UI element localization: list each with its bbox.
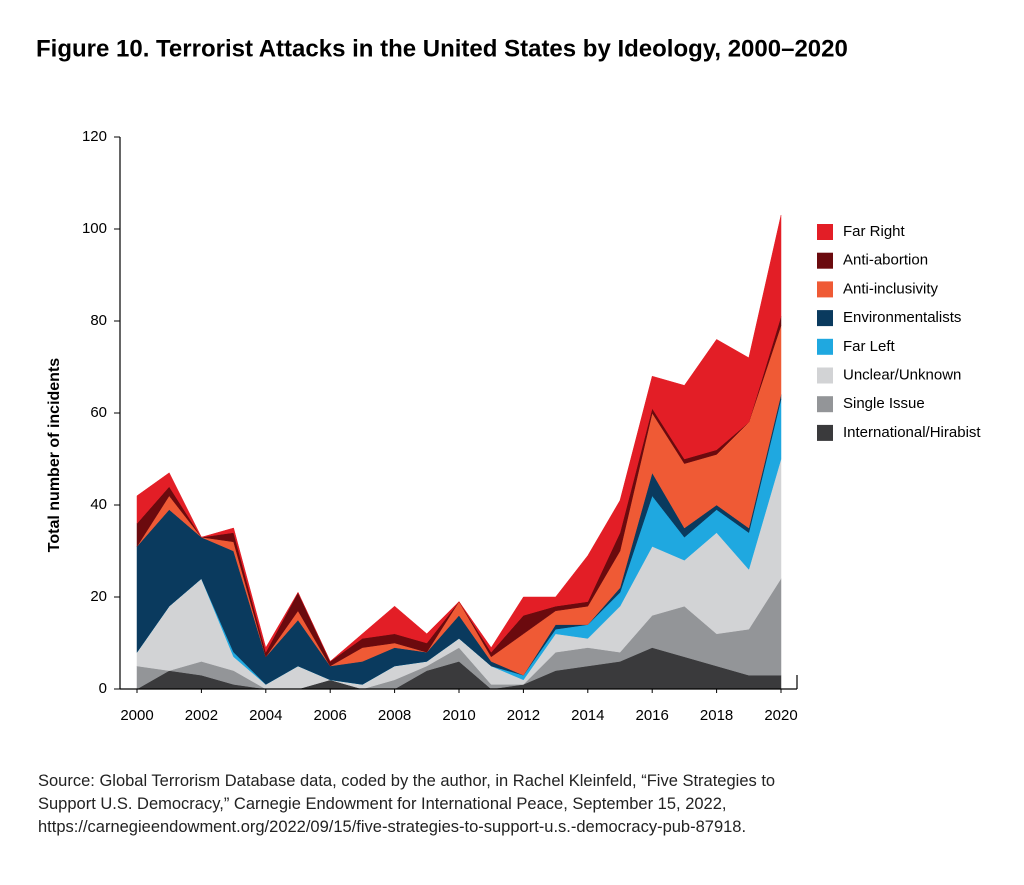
legend-label: International/Hirabist [843, 424, 981, 441]
x-tick-label: 2018 [700, 707, 733, 724]
y-tick-label: 120 [82, 128, 107, 145]
legend-label: Far Right [843, 223, 906, 240]
y-axis-label: Total number of incidents [46, 358, 63, 552]
legend-label: Far Left [843, 338, 896, 355]
y-tick-label: 40 [90, 496, 107, 513]
x-tick-label: 2004 [249, 707, 282, 724]
y-tick-label: 20 [90, 588, 107, 605]
legend-swatch [817, 367, 833, 384]
legend: International/Hirabist Single Issue Unclea… [817, 223, 981, 441]
y-tick-label: 80 [90, 312, 107, 329]
axes: 0 20 40 60 80 100 120 2000 2002 2004 2006 2008 2010 2… [82, 128, 798, 724]
legend-swatch [817, 310, 833, 327]
x-tick-label: 2014 [571, 707, 604, 724]
legend-swatch [817, 252, 833, 269]
x-tick-label: 2016 [636, 707, 669, 724]
area [136, 215, 782, 662]
x-tick-label: 2000 [120, 707, 153, 724]
x-tick-label: 2008 [378, 707, 411, 724]
legend-label: Anti-abortion [843, 252, 928, 269]
legend-label: Environmentalists [843, 309, 961, 326]
x-tick-label: 2006 [314, 707, 347, 724]
areas [136, 215, 782, 690]
source-note: Source: Global Terrorism Database data, … [38, 772, 776, 836]
x-tick-label: 2002 [185, 707, 218, 724]
chart-title: Figure 10. Terrorist Attacks in the Unit… [36, 35, 848, 62]
legend-swatch [817, 396, 833, 413]
x-tick-label: 2020 [764, 707, 797, 724]
x-tick-label: 2010 [442, 707, 475, 724]
x-tick-label: 2012 [507, 707, 540, 724]
legend-swatch [817, 224, 833, 240]
y-tick-label: 0 [99, 680, 107, 697]
chart: Figure 10. Terrorist Attacks in the Unit… [36, 35, 981, 724]
legend-label: Unclear/Unknown [843, 366, 961, 383]
legend-swatch [817, 338, 833, 355]
legend-swatch [817, 424, 833, 441]
legend-label: Single Issue [843, 395, 925, 412]
y-tick-label: 60 [90, 404, 107, 421]
y-tick-label: 100 [82, 220, 107, 237]
legend-swatch [817, 281, 833, 298]
legend-label: Anti-inclusivity [843, 280, 939, 297]
